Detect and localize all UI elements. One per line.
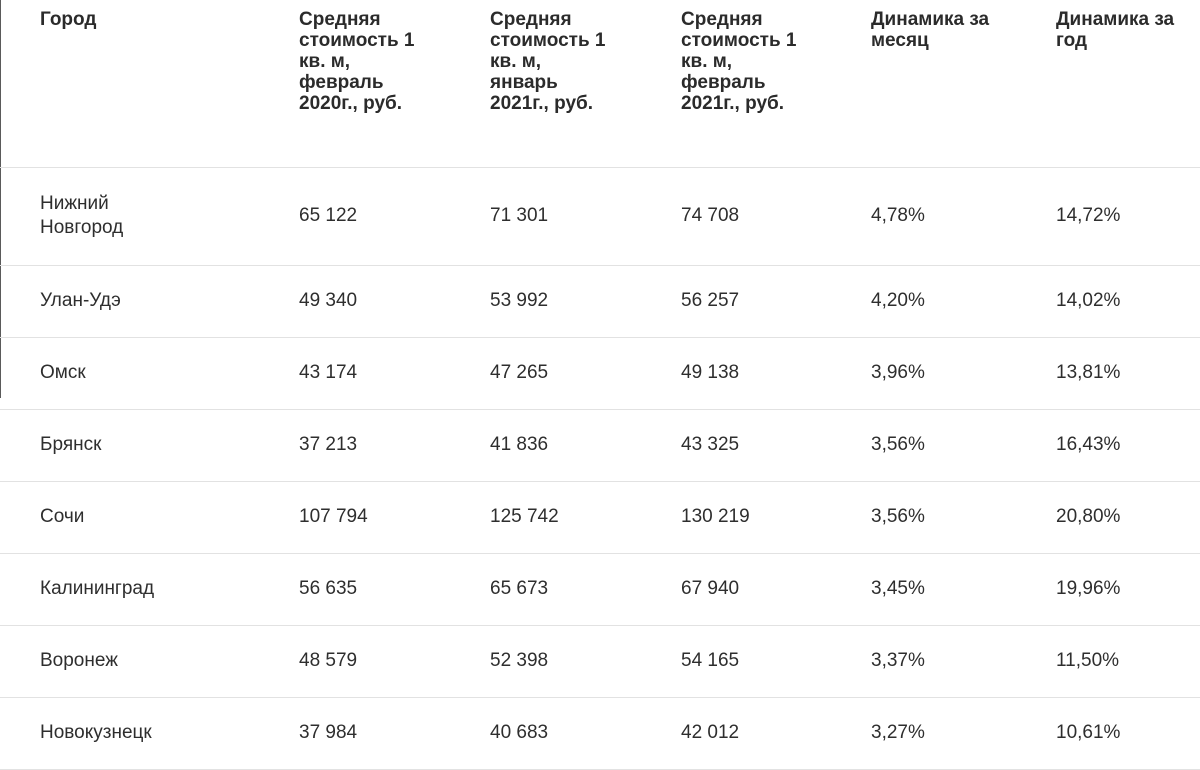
cell-change-month: 4,78% — [871, 167, 1056, 266]
cell-change-month: 3,27% — [871, 697, 1056, 770]
cell-price-jan-2021: 71 301 — [490, 167, 681, 266]
cell-change-month: 3,45% — [871, 553, 1056, 626]
cell-price-feb-2020: 49 340 — [299, 265, 490, 338]
cell-price-feb-2020: 107 794 — [299, 481, 490, 554]
cell-change-year: 14,72% — [1056, 167, 1200, 266]
cell-price-feb-2021: 43 325 — [681, 409, 871, 482]
cell-price-jan-2021: 47 265 — [490, 337, 681, 410]
table-body: Нижний Новгород 65 122 71 301 74 708 4,7… — [0, 167, 1200, 770]
header-change-month: Динамика за месяц — [871, 0, 1056, 168]
cell-price-feb-2021: 67 940 — [681, 553, 871, 626]
cell-price-feb-2021: 42 012 — [681, 697, 871, 770]
cell-price-jan-2021: 40 683 — [490, 697, 681, 770]
cell-change-year: 13,81% — [1056, 337, 1200, 410]
cell-price-jan-2021: 41 836 — [490, 409, 681, 482]
header-price-feb-2021-label: Средняя стоимость 1 кв. м, февраль 2021г… — [681, 9, 797, 114]
cell-change-year: 16,43% — [1056, 409, 1200, 482]
cell-price-feb-2021: 130 219 — [681, 481, 871, 554]
header-price-jan-2021-label: Средняя стоимость 1 кв. м, январь 2021г.… — [490, 9, 606, 114]
cell-change-year: 19,96% — [1056, 553, 1200, 626]
header-city-label: Город — [40, 9, 97, 30]
cell-price-jan-2021: 65 673 — [490, 553, 681, 626]
table-row: Нижний Новгород 65 122 71 301 74 708 4,7… — [0, 167, 1200, 266]
cell-price-feb-2020: 43 174 — [299, 337, 490, 410]
cell-city: Нижний Новгород — [0, 167, 299, 266]
cell-city: Сочи — [0, 481, 299, 554]
cell-price-jan-2021: 53 992 — [490, 265, 681, 338]
cell-price-feb-2020: 37 213 — [299, 409, 490, 482]
cell-price-feb-2021: 74 708 — [681, 167, 871, 266]
cell-price-feb-2020: 56 635 — [299, 553, 490, 626]
cell-change-year: 10,61% — [1056, 697, 1200, 770]
cell-city: Воронеж — [0, 625, 299, 698]
cell-change-year: 14,02% — [1056, 265, 1200, 338]
table-row: Улан-Удэ 49 340 53 992 56 257 4,20% 14,0… — [0, 265, 1200, 338]
cell-change-month: 3,37% — [871, 625, 1056, 698]
cell-change-year: 20,80% — [1056, 481, 1200, 554]
cell-change-month: 3,56% — [871, 409, 1056, 482]
cell-price-feb-2021: 49 138 — [681, 337, 871, 410]
table-row: Новокузнецк 37 984 40 683 42 012 3,27% 1… — [0, 697, 1200, 770]
cell-price-feb-2020: 37 984 — [299, 697, 490, 770]
cell-city: Новокузнецк — [0, 697, 299, 770]
cell-change-year: 11,50% — [1056, 625, 1200, 698]
table-row: Калининград 56 635 65 673 67 940 3,45% 1… — [0, 553, 1200, 626]
header-price-jan-2021: Средняя стоимость 1 кв. м, январь 2021г.… — [490, 0, 681, 168]
cell-change-month: 4,20% — [871, 265, 1056, 338]
header-change-year-label: Динамика за год — [1056, 9, 1175, 51]
cell-city: Улан-Удэ — [0, 265, 299, 338]
cell-price-feb-2021: 54 165 — [681, 625, 871, 698]
table-row: Омск 43 174 47 265 49 138 3,96% 13,81% — [0, 337, 1200, 410]
header-change-month-label: Динамика за месяц — [871, 9, 990, 51]
cell-city: Калининград — [0, 553, 299, 626]
header-price-feb-2020-label: Средняя стоимость 1 кв. м, февраль 2020г… — [299, 9, 415, 114]
cell-city: Омск — [0, 337, 299, 410]
table-row: Сочи 107 794 125 742 130 219 3,56% 20,80… — [0, 481, 1200, 554]
cell-price-jan-2021: 125 742 — [490, 481, 681, 554]
header-change-year: Динамика за год — [1056, 0, 1200, 168]
table-header: Город Средняя стоимость 1 кв. м, февраль… — [0, 0, 1200, 168]
cell-city: Брянск — [0, 409, 299, 482]
header-city: Город — [0, 0, 299, 168]
header-row: Город Средняя стоимость 1 кв. м, февраль… — [0, 0, 1200, 168]
table-row: Брянск 37 213 41 836 43 325 3,56% 16,43% — [0, 409, 1200, 482]
cell-price-feb-2020: 48 579 — [299, 625, 490, 698]
cell-price-jan-2021: 52 398 — [490, 625, 681, 698]
cell-change-month: 3,56% — [871, 481, 1056, 554]
header-price-feb-2020: Средняя стоимость 1 кв. м, февраль 2020г… — [299, 0, 490, 168]
header-price-feb-2021: Средняя стоимость 1 кв. м, февраль 2021г… — [681, 0, 871, 168]
table-row: Воронеж 48 579 52 398 54 165 3,37% 11,50… — [0, 625, 1200, 698]
cell-city-text: Нижний Новгород — [40, 193, 124, 238]
cell-price-feb-2021: 56 257 — [681, 265, 871, 338]
cell-change-month: 3,96% — [871, 337, 1056, 410]
cell-price-feb-2020: 65 122 — [299, 167, 490, 266]
